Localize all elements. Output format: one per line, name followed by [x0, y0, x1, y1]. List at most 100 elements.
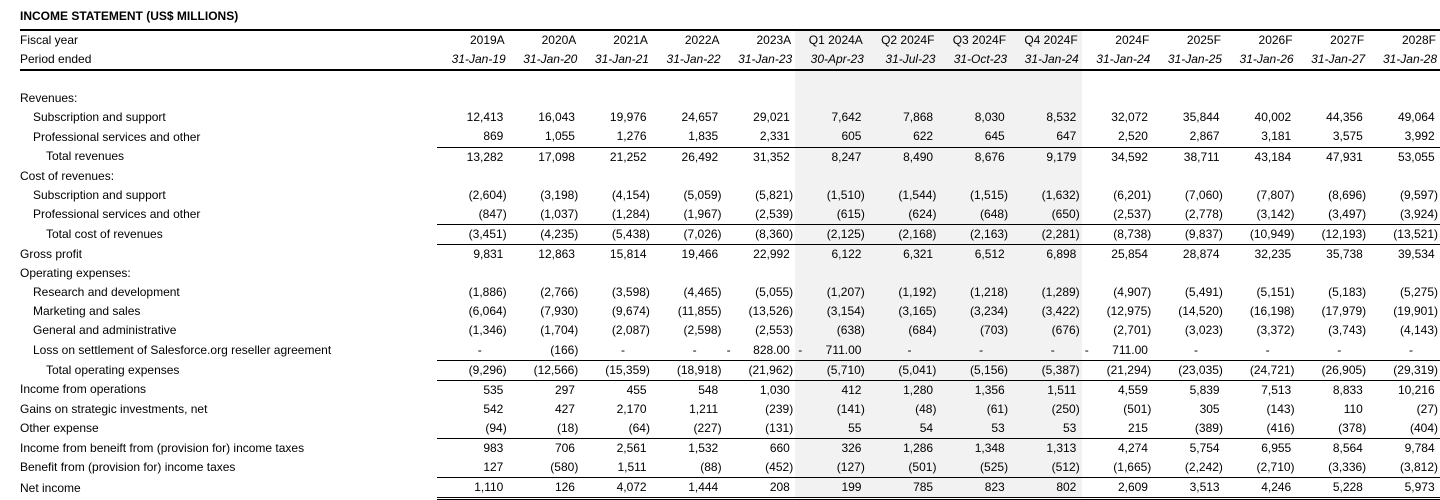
value-cell: (525) [938, 458, 1011, 479]
value-cell: (1,704) [540, 323, 579, 338]
value-cell: 1,348 [938, 438, 1011, 459]
value-cell: 1,280 [866, 380, 939, 400]
period-cell: 31-Jan-21 [580, 50, 652, 72]
value-cell: (18,918) [651, 360, 724, 381]
value-cell: (1,192) [866, 283, 939, 303]
value-cell: (48) [866, 399, 939, 419]
value-cell: (5,821) [755, 187, 794, 202]
value-cell: (7,930) [540, 304, 579, 319]
year-header-cell: 2021A [613, 33, 648, 47]
year-header-cell: 2019A [469, 33, 505, 47]
value-cell: (2,242) [1153, 458, 1225, 479]
row-label: Gross profit [20, 246, 83, 261]
value-cell: 455 [626, 382, 650, 397]
row-label: Total revenues [46, 149, 125, 164]
value-cell [866, 166, 939, 186]
value-cell: 15,814 [609, 247, 650, 262]
value-cell: (1,544) [866, 185, 939, 205]
value-cell: 1,030 [759, 382, 794, 397]
value-cell: 40,002 [1254, 110, 1295, 125]
value-cell: - [437, 340, 509, 361]
value-cell: 9,784 [1404, 440, 1438, 455]
value-cell: (2,537) [1081, 204, 1154, 225]
period-cell: 31-Jan-25 [1153, 50, 1225, 72]
value-cell: 31,352 [753, 149, 794, 164]
value-cell: (1,665) [1081, 458, 1154, 479]
value-cell: (141) [795, 399, 867, 419]
value-cell: (1,632) [1010, 185, 1082, 205]
value-cell: 3,513 [1153, 477, 1225, 500]
value-cell: (227) [651, 418, 724, 439]
value-cell: (1,515) [938, 185, 1011, 205]
value-cell: 1,110 [437, 477, 509, 500]
value-cell: - [580, 340, 652, 361]
row-label: Professional services and other [33, 129, 201, 144]
value-cell [795, 89, 867, 109]
value-cell: (4,465) [683, 285, 722, 300]
table-row: General and administrative (1,346) (1,704)… [20, 321, 1440, 341]
value-cell: 5,839 [1189, 382, 1223, 397]
row-label: Marketing and sales [33, 304, 141, 319]
value-cell: 6,321 [866, 244, 939, 265]
period-cell: 31-Jan-24 [1010, 50, 1082, 72]
value-cell: 1,211 [689, 401, 722, 416]
value-cell: (5,491) [1184, 285, 1223, 300]
value-cell: 7,642 [795, 108, 867, 128]
value-cell [1153, 167, 1225, 186]
value-cell: 12,863 [538, 247, 579, 262]
value-cell: 1,313 [1010, 438, 1082, 459]
value-cell: 605 [795, 127, 867, 148]
row-label: General and administrative [33, 323, 177, 338]
value-cell: 785 [866, 477, 939, 500]
value-cell [1368, 89, 1440, 108]
value-cell: 1,511 [1010, 380, 1082, 400]
value-cell: (416) [1224, 418, 1297, 439]
value-cell: (580) [508, 458, 581, 479]
row-label: Loss on settlement of Salesforce.org res… [33, 342, 332, 357]
value-cell: (21,962) [723, 360, 796, 381]
value-cell: (638) [795, 321, 867, 341]
value-cell: (847) [437, 204, 509, 225]
value-cell: 802 [1010, 477, 1082, 500]
value-cell: 1,835 [651, 127, 724, 148]
value-cell: 2,867 [1153, 127, 1225, 148]
value-cell: 3,992 [1368, 127, 1440, 148]
value-cell [652, 167, 724, 186]
value-cell: 55 [795, 418, 867, 439]
value-cell: 35,844 [1182, 110, 1223, 125]
value-cell: (24,721) [1224, 360, 1297, 381]
value-cell: 2,520 [1081, 127, 1154, 148]
table-row: Research and development (1,886) (2,766) (3… [20, 283, 1440, 303]
value-cell: 1,511 [580, 458, 652, 479]
period-cell: 31-Jan-20 [508, 50, 581, 72]
value-cell: 5,754 [1189, 440, 1223, 455]
value-cell: 8,564 [1332, 440, 1367, 455]
value-cell: 215 [1081, 418, 1154, 439]
table-row: Net income 1,110 126 4,072 1,444 208 199 … [20, 477, 1440, 500]
value-cell: 54 [866, 418, 939, 439]
value-cell: 53,055 [1397, 149, 1438, 164]
value-cell [437, 264, 509, 283]
value-cell: (7,807) [1256, 187, 1295, 202]
value-cell: 2,561 [616, 440, 650, 455]
value-cell: - 711.00 [1081, 340, 1154, 361]
value-cell [1082, 167, 1154, 186]
table-row: Total operating expenses (9,296) (12,566)(… [20, 360, 1440, 381]
value-cell: (650) [1010, 204, 1082, 225]
value-cell [866, 70, 939, 90]
value-cell [938, 166, 1011, 186]
year-header-cell: Q3 2024F [938, 30, 1011, 51]
value-cell: 3,575 [1296, 127, 1369, 148]
value-cell: 645 [938, 127, 1011, 148]
value-cell: - [1010, 340, 1082, 361]
year-header-cell: 2023A [756, 33, 792, 47]
value-cell [652, 70, 724, 89]
value-cell [1297, 70, 1369, 89]
value-text: 711.00 [1112, 342, 1152, 357]
page-title: INCOME STATEMENT (US$ MILLIONS) [20, 0, 1440, 31]
row-label: Operating expenses: [20, 266, 131, 281]
value-cell: (3,812) [1368, 458, 1440, 479]
value-cell: (648) [938, 204, 1011, 225]
value-cell: 427 [554, 401, 579, 416]
value-cell: 7,513 [1261, 382, 1295, 397]
